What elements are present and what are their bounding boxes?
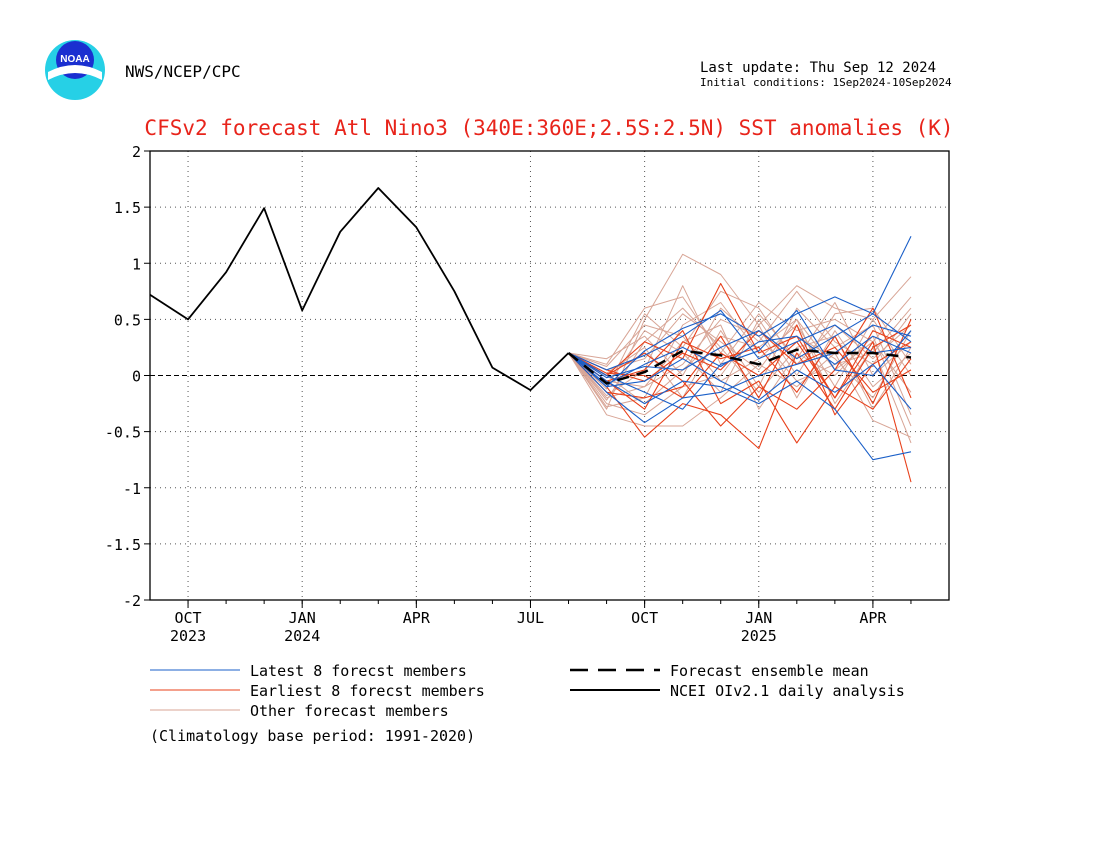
x-tick-label: JAN bbox=[745, 609, 772, 627]
series-layer bbox=[149, 187, 912, 483]
y-tick-label: 2 bbox=[132, 143, 141, 161]
y-tick-label: -1 bbox=[123, 480, 141, 498]
legend: Latest 8 forecst members Earliest 8 forec… bbox=[150, 662, 905, 720]
y-tick-label: 0 bbox=[132, 368, 141, 386]
y-tick-label: 0.5 bbox=[114, 311, 141, 329]
latest-member-line bbox=[568, 352, 912, 461]
latest-member-line bbox=[568, 309, 912, 371]
last-update-label: Last update: Thu Sep 12 2024 bbox=[700, 60, 936, 76]
y-tick-label: -0.5 bbox=[105, 424, 141, 442]
other-member-line bbox=[568, 253, 912, 410]
chart-title: CFSv2 forecast Atl Nino3 (340E:360E;2.5S… bbox=[144, 116, 953, 140]
climatology-note: (Climatology base period: 1991-2020) bbox=[150, 727, 475, 745]
x-tick-year-label: 2025 bbox=[741, 627, 777, 645]
x-tick-label: OCT bbox=[175, 609, 202, 627]
legend-label-earliest: Earliest 8 forecst members bbox=[250, 682, 485, 700]
x-tick-year-label: 2023 bbox=[170, 627, 206, 645]
other-member-line bbox=[568, 290, 912, 390]
x-tick-label: JUL bbox=[517, 609, 544, 627]
latest-member-line bbox=[568, 335, 912, 386]
y-tick-label: 1 bbox=[132, 255, 141, 273]
y-tick-label: 1.5 bbox=[114, 199, 141, 217]
legend-label-mean: Forecast ensemble mean bbox=[670, 662, 869, 680]
ensemble-mean-line bbox=[567, 348, 912, 385]
x-tick-year-label: 2024 bbox=[284, 627, 320, 645]
grid-layer bbox=[150, 151, 949, 600]
noaa-logo-icon: NOAA bbox=[45, 40, 105, 100]
agency-label: NWS/NCEP/CPC bbox=[125, 62, 241, 81]
latest-member-line bbox=[568, 309, 912, 410]
logo-text: NOAA bbox=[60, 54, 89, 65]
x-tick-label: APR bbox=[859, 609, 887, 627]
other-member-line bbox=[568, 324, 912, 427]
y-tick-label: -2 bbox=[123, 592, 141, 610]
latest-member-line bbox=[568, 313, 912, 379]
legend-label-latest: Latest 8 forecst members bbox=[250, 662, 467, 680]
legend-label-other: Other forecast members bbox=[250, 702, 449, 720]
x-tick-label: OCT bbox=[631, 609, 658, 627]
legend-label-observed: NCEI OIv2.1 daily analysis bbox=[670, 682, 905, 700]
latest-member-line bbox=[568, 236, 912, 388]
x-tick-label: JAN bbox=[289, 609, 316, 627]
x-tick-label: APR bbox=[403, 609, 431, 627]
observed-line bbox=[149, 187, 570, 392]
other-member-line bbox=[568, 318, 912, 405]
earliest-member-line bbox=[568, 319, 912, 410]
y-tick-label: -1.5 bbox=[105, 536, 141, 554]
initial-conditions-label: Initial conditions: 1Sep2024-10Sep2024 bbox=[700, 76, 952, 89]
other-member-line bbox=[568, 352, 912, 438]
